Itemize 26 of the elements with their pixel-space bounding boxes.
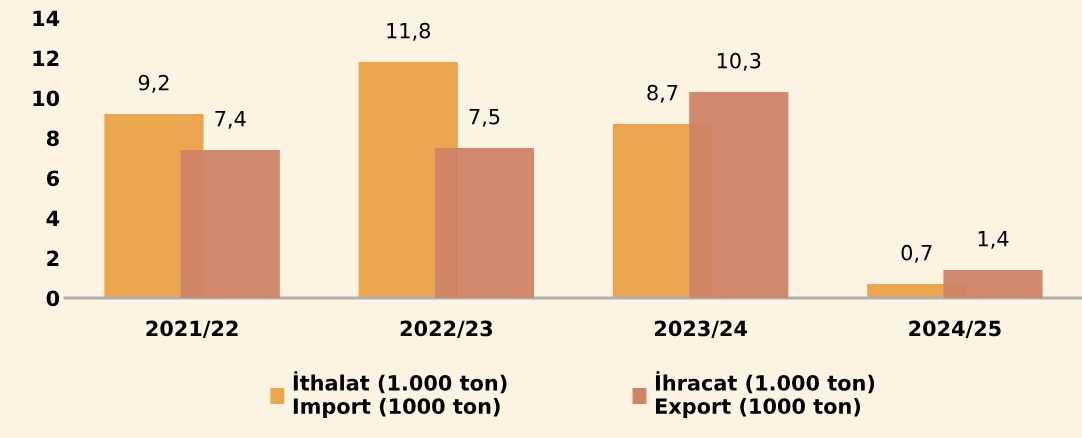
bar [689, 92, 789, 298]
x-tick-label: 2022/23 [400, 320, 493, 338]
data-label: 9,2 [138, 74, 169, 93]
data-label: 10,3 [717, 52, 761, 71]
y-tick-label: 4 [46, 210, 60, 226]
legend-label: İhracat (1.000 ton) Export (1000 ton) [655, 371, 875, 419]
data-label: 1,4 [978, 231, 1009, 249]
y-tick-label: 14 [33, 10, 60, 26]
y-tick-label: 0 [46, 290, 60, 307]
y-tick-label: 6 [46, 170, 60, 187]
bar [434, 148, 535, 298]
bar [943, 270, 1043, 298]
legend-label: İthalat (1.000 ton) Import (1000 ton) [293, 371, 507, 419]
data-label: 8,7 [647, 84, 678, 103]
x-tick-label: 2021/22 [146, 320, 238, 338]
x-tick-label: 2024/25 [909, 320, 1001, 338]
y-tick-label: 10 [33, 90, 60, 107]
data-label: 7,4 [215, 111, 246, 129]
x-tick-label: 2023/24 [654, 320, 747, 338]
data-label: 11,8 [387, 22, 431, 41]
data-label: 0,7 [901, 244, 932, 263]
data-label: 7,5 [469, 109, 500, 127]
y-tick-label: 8 [46, 130, 59, 147]
y-tick-label: 2 [47, 250, 59, 266]
y-tick-label: 12 [33, 50, 59, 66]
bar [180, 150, 280, 298]
